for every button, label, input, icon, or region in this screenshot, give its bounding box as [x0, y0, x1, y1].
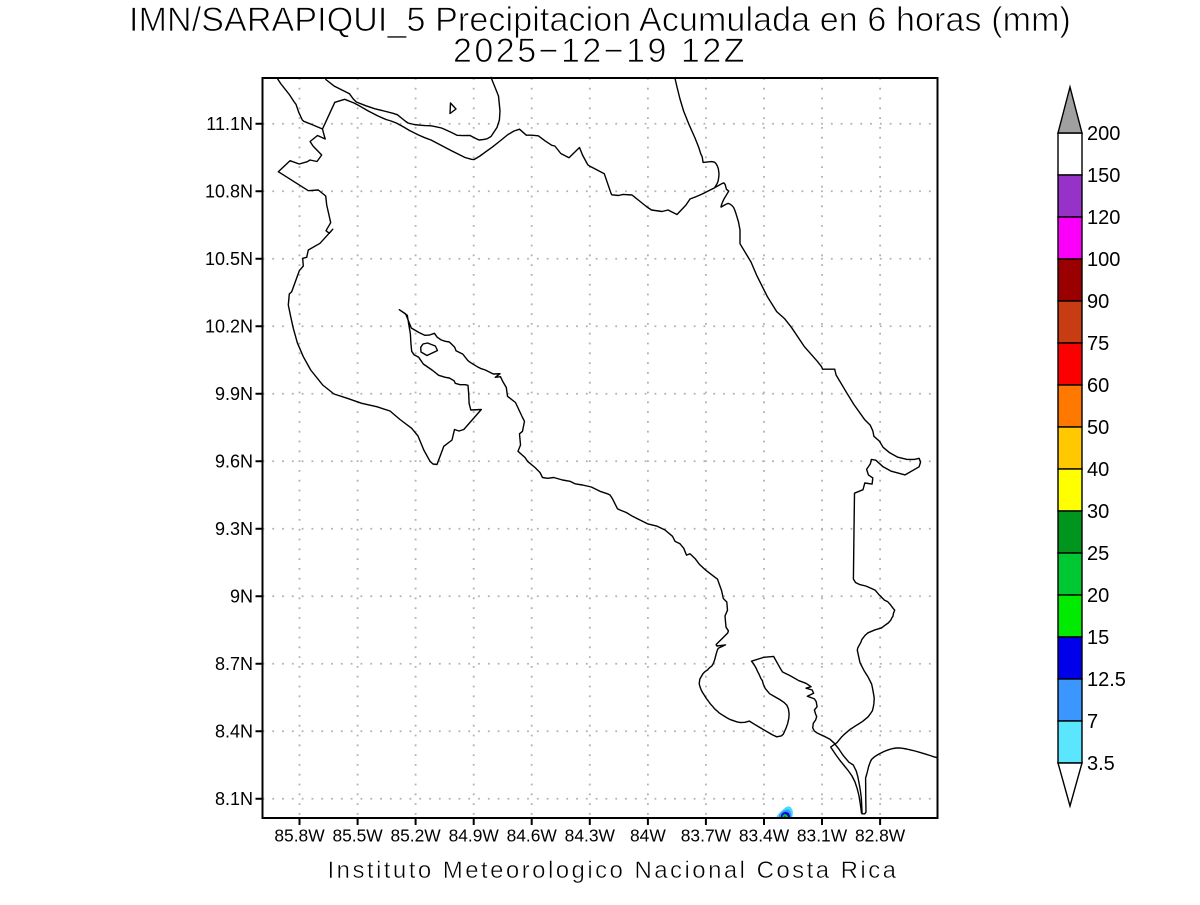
svg-text:83.4W: 83.4W — [739, 826, 790, 846]
svg-text:10.8N: 10.8N — [205, 181, 253, 201]
svg-text:10.2N: 10.2N — [205, 316, 253, 336]
svg-text:100: 100 — [1087, 249, 1120, 271]
svg-text:9N: 9N — [230, 587, 253, 607]
svg-text:83.1W: 83.1W — [797, 826, 848, 846]
svg-text:150: 150 — [1087, 165, 1120, 187]
svg-text:7: 7 — [1087, 711, 1098, 733]
svg-text:9.6N: 9.6N — [215, 451, 253, 471]
svg-text:8.1N: 8.1N — [215, 789, 253, 809]
svg-text:120: 120 — [1087, 207, 1120, 229]
svg-text:11.1N: 11.1N — [206, 114, 253, 134]
svg-text:30: 30 — [1087, 501, 1109, 523]
svg-text:90: 90 — [1087, 291, 1109, 313]
svg-text:85.5W: 85.5W — [332, 826, 383, 846]
svg-text:75: 75 — [1087, 333, 1109, 355]
svg-text:84W: 84W — [630, 826, 666, 846]
svg-text:85.8W: 85.8W — [274, 826, 325, 846]
svg-text:200: 200 — [1087, 123, 1120, 145]
svg-text:82.8W: 82.8W — [855, 826, 906, 846]
svg-text:85.2W: 85.2W — [390, 826, 441, 846]
svg-text:20: 20 — [1087, 585, 1109, 607]
svg-text:9.3N: 9.3N — [215, 519, 253, 539]
svg-text:50: 50 — [1087, 417, 1109, 439]
svg-text:3.5: 3.5 — [1087, 753, 1115, 775]
svg-text:Instituto Meteorologico Nacion: Instituto Meteorologico Nacional Costa R… — [328, 857, 899, 884]
svg-text:8.4N: 8.4N — [215, 722, 253, 742]
svg-text:15: 15 — [1087, 627, 1109, 649]
svg-text:IMN/SARAPIQUI_5 Precipitacion: IMN/SARAPIQUI_5 Precipitacion Acumulada … — [129, 1, 1071, 39]
svg-text:60: 60 — [1087, 375, 1109, 397]
svg-text:10.5N: 10.5N — [205, 249, 253, 269]
svg-text:25: 25 — [1087, 543, 1109, 565]
svg-text:84.6W: 84.6W — [507, 826, 558, 846]
svg-text:84.3W: 84.3W — [565, 826, 616, 846]
svg-text:40: 40 — [1087, 459, 1109, 481]
svg-text:2025−12−19 12Z: 2025−12−19 12Z — [453, 32, 747, 70]
svg-text:8.7N: 8.7N — [215, 654, 253, 674]
svg-text:84.9W: 84.9W — [449, 826, 500, 846]
svg-text:83.7W: 83.7W — [681, 826, 732, 846]
svg-text:12.5: 12.5 — [1087, 669, 1126, 691]
svg-text:9.9N: 9.9N — [215, 384, 253, 404]
